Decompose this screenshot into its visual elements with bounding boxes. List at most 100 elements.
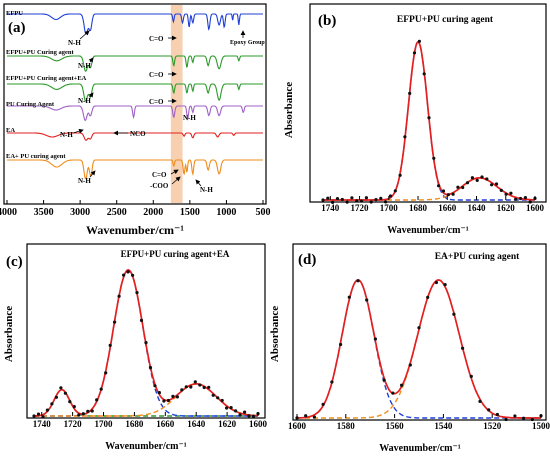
data-point	[180, 388, 184, 392]
panel-b-y-label: Absorbance	[283, 82, 295, 138]
panel-c-tick-label: 1620	[218, 419, 237, 429]
panel-d-frame	[292, 243, 547, 421]
data-point	[441, 189, 446, 193]
data-point	[452, 312, 456, 316]
panel-c-x-label: Wavenumber/cm⁻¹	[105, 441, 187, 452]
data-point	[480, 175, 484, 179]
data-point	[81, 412, 85, 416]
data-point	[408, 91, 412, 95]
data-point	[347, 295, 351, 299]
panel-a-tick-label: 1500	[180, 207, 200, 218]
panel-c-tick-label: 1740	[33, 419, 52, 429]
data-point	[388, 194, 393, 198]
data-point	[135, 291, 139, 295]
panel-d-tick-label: 1560	[386, 421, 405, 431]
data-point	[238, 413, 242, 417]
data-point	[234, 409, 238, 413]
panel-a-frame	[3, 3, 267, 205]
annotation-co-1: C=O	[149, 35, 164, 43]
data-point	[99, 387, 103, 391]
data-point	[225, 406, 229, 410]
panel-a-tick-label: 500	[256, 207, 271, 218]
data-point	[330, 380, 334, 384]
data-point	[220, 398, 224, 403]
panel-c-frame	[26, 243, 266, 419]
panel-a-highlight-band	[170, 5, 183, 203]
data-point	[379, 196, 383, 200]
data-point	[126, 270, 130, 274]
data-point	[326, 196, 330, 200]
data-point	[364, 196, 368, 200]
data-point	[518, 196, 523, 201]
panel-c-tick-label: 1600	[249, 419, 268, 429]
panel-d-tick-label: 1600	[288, 421, 307, 431]
data-point	[456, 185, 460, 189]
panel-d-curves	[295, 279, 543, 422]
data-point	[189, 385, 193, 389]
panel-d-label: (d)	[298, 252, 316, 268]
data-point	[251, 414, 256, 418]
panel-d: 1600 1580 1560 1540 1520 1500 (d) EA+PU curin…	[269, 243, 550, 454]
annotation-co-4: C=O	[152, 171, 167, 179]
fit-component-peak-1	[33, 388, 258, 417]
data-point	[432, 156, 436, 160]
data-point	[494, 182, 499, 186]
panel-b-tick-label: 1620	[497, 203, 516, 213]
data-point	[398, 173, 402, 177]
data-point	[108, 343, 112, 347]
panel-a-tick-label: 3500	[34, 207, 54, 218]
annotation-nh-1: N-H	[68, 39, 81, 47]
data-point	[499, 188, 503, 192]
data-point	[340, 197, 344, 202]
panel-a: 4000 3500 3000 2500 2000 1500 1000 500 (a) EFPU…	[0, 3, 271, 237]
data-point	[247, 414, 251, 418]
spectrum-label-ea-pu: EA+ PU curing agent	[6, 153, 66, 160]
data-point	[417, 326, 421, 330]
data-point	[153, 384, 157, 388]
data-point	[427, 116, 431, 120]
panel-a-x-ticks: 4000 3500 3000 2500 2000 1500 1000 500	[0, 200, 271, 218]
data-point	[426, 295, 430, 299]
data-point	[117, 294, 121, 298]
data-point	[104, 371, 108, 375]
panel-d-tick-label: 1540	[434, 421, 453, 431]
data-point	[339, 342, 343, 347]
annotation-epoxy: Epoxy Group	[230, 40, 265, 46]
panel-b-tick-label: 1660	[438, 203, 457, 213]
panel-b-tick-label: 1640	[468, 203, 487, 213]
data-point	[400, 383, 404, 387]
data-point	[443, 283, 447, 287]
panel-c-title: EFPU+PU curing agent+EA	[121, 249, 230, 259]
data-point	[335, 197, 340, 201]
panel-c-tick-label: 1680	[125, 419, 144, 429]
data-point	[465, 181, 470, 185]
data-point	[77, 413, 81, 417]
data-point	[207, 385, 211, 389]
annotation-co-2: C=O	[149, 71, 164, 79]
data-point	[490, 183, 494, 187]
data-point	[475, 178, 479, 182]
annotation-nh-4: N-H	[183, 114, 196, 122]
panel-b-title: EFPU+PU curing agent	[397, 15, 494, 25]
data-point	[434, 280, 438, 285]
data-point	[514, 197, 518, 201]
fitted-curve	[297, 279, 541, 419]
panel-d-x-label: Wavenumber/cm⁻¹	[379, 443, 461, 454]
spectrum-line-6	[7, 159, 263, 180]
data-point	[356, 279, 360, 283]
data-point	[522, 416, 526, 420]
data-point	[139, 318, 144, 322]
data-point	[485, 177, 489, 181]
annotation-nh-6: N-H	[78, 177, 91, 185]
data-point	[175, 395, 179, 399]
data-point	[403, 135, 407, 139]
spectrum-line-3	[7, 83, 263, 102]
data-point	[461, 185, 465, 190]
data-point	[211, 393, 215, 397]
data-point	[374, 198, 378, 202]
annotation-nh-2: N-H	[78, 62, 91, 70]
data-point	[504, 192, 508, 196]
data-point	[86, 409, 90, 413]
data-point	[144, 341, 148, 345]
data-point	[365, 298, 369, 302]
